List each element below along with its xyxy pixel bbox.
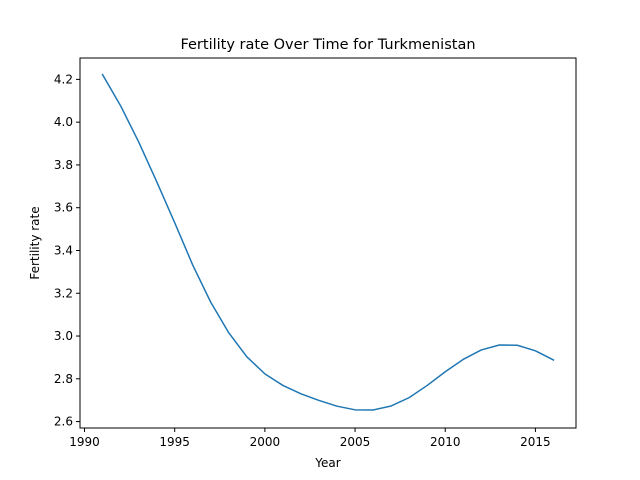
x-tick-label: 2005 xyxy=(340,435,371,449)
plot-background xyxy=(80,58,576,428)
y-tick-label: 3.6 xyxy=(54,201,73,215)
y-tick-label: 3.2 xyxy=(54,286,73,300)
y-tick-label: 4.0 xyxy=(54,115,73,129)
x-axis-ticks: 1990 1995 2000 2005 2010 2015 xyxy=(69,428,551,449)
y-axis-label: Fertility rate xyxy=(28,206,42,279)
x-tick-label: 1990 xyxy=(69,435,100,449)
y-tick-label: 2.6 xyxy=(54,415,73,429)
x-axis-label: Year xyxy=(314,456,340,470)
series-layer xyxy=(101,73,555,411)
y-tick-label: 3.4 xyxy=(54,243,73,257)
y-tick-label: 3.8 xyxy=(54,158,73,172)
series-line-fertility-rate xyxy=(101,73,555,411)
chart-title: Fertility rate Over Time for Turkmenista… xyxy=(180,37,475,53)
x-tick-label: 2010 xyxy=(430,435,461,449)
y-tick-label: 3.0 xyxy=(54,329,73,343)
x-tick-label: 1995 xyxy=(159,435,190,449)
y-tick-label: 4.2 xyxy=(54,72,73,86)
plot-frame xyxy=(79,57,577,429)
x-tick-label: 2015 xyxy=(520,435,551,449)
x-tick-label: 2000 xyxy=(250,435,281,449)
y-tick-label: 2.8 xyxy=(54,372,73,386)
y-axis-ticks: 2.6 2.8 3.0 3.2 3.4 3.6 3.8 4.0 4.2 xyxy=(54,72,80,429)
